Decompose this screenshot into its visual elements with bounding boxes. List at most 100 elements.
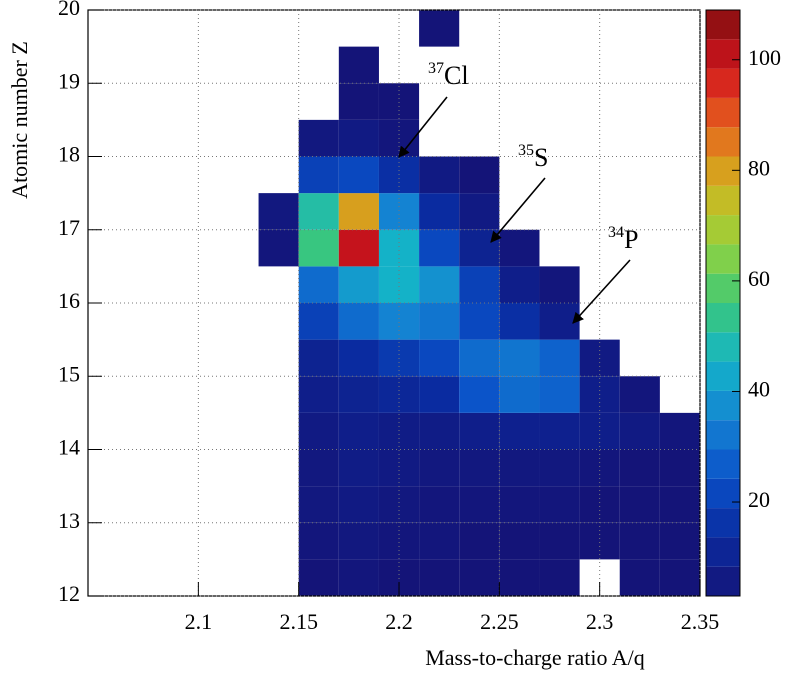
x-tick-label: 2.1 — [185, 609, 213, 634]
colorbar-band — [706, 449, 740, 479]
heat-cell — [499, 303, 540, 340]
heat-cell — [298, 229, 339, 267]
heat-cell — [338, 83, 379, 120]
heat-cell — [459, 193, 500, 230]
heat-cell — [579, 449, 620, 487]
y-tick-label: 18 — [58, 142, 80, 167]
heat-cell — [298, 522, 339, 560]
colorbar-band — [706, 508, 740, 538]
heat-cell — [338, 376, 379, 413]
heat-cell — [338, 193, 379, 230]
colorbar-band — [706, 185, 740, 216]
heat-cell — [298, 412, 339, 450]
heat-cell — [539, 266, 580, 303]
y-tick-label: 19 — [58, 68, 80, 93]
heat-cell — [499, 522, 540, 560]
heat-cell — [499, 229, 540, 267]
y-axis-label: Atomic number Z — [7, 41, 32, 199]
colorbar-band — [706, 361, 740, 391]
heatmap-cells — [258, 10, 700, 596]
heat-cell — [378, 449, 420, 487]
colorbar-frame — [705, 9, 741, 597]
colorbar-tick-label: 100 — [748, 45, 781, 70]
heat-cell — [459, 339, 500, 377]
heat-cell — [419, 156, 460, 194]
y-tick-label: 16 — [58, 288, 80, 313]
colorbar-band — [706, 273, 740, 303]
y-tick-label: 13 — [58, 508, 80, 533]
heat-cell — [298, 449, 339, 487]
y-tick-label: 17 — [58, 215, 80, 240]
colorbar-tick-label: 60 — [748, 266, 770, 291]
heat-cell — [459, 303, 500, 340]
y-tick-label: 15 — [58, 361, 80, 386]
heat-cell — [378, 193, 420, 230]
annotation: 34P — [608, 224, 638, 254]
heat-cell — [619, 522, 660, 560]
x-axis-label: Mass-to-charge ratio A/q — [425, 645, 645, 670]
colorbar-band — [706, 68, 740, 98]
heat-cell — [419, 486, 460, 523]
heat-cell — [459, 156, 500, 194]
heat-cell — [419, 303, 460, 340]
heat-cell — [419, 229, 460, 267]
heat-cell — [338, 559, 379, 596]
colorbar-band — [706, 390, 740, 421]
heat-cell — [459, 376, 500, 413]
colorbar-tick-label: 80 — [748, 155, 770, 180]
heat-cell — [459, 266, 500, 303]
colorbar-band — [706, 478, 740, 509]
heat-cell — [298, 156, 339, 194]
heat-cell — [579, 522, 620, 560]
annotation: 37Cl — [428, 60, 469, 90]
heat-cell — [378, 303, 420, 340]
annotation-arrow — [398, 96, 448, 158]
colorbar-tick-label: 40 — [748, 376, 770, 401]
heat-cell — [619, 376, 660, 413]
heat-cell — [338, 266, 379, 303]
annotation-label: Cl — [444, 61, 469, 90]
heat-cell — [298, 376, 339, 413]
heat-cell — [338, 303, 379, 340]
colorbar-band — [706, 332, 740, 362]
heat-cell — [459, 412, 500, 450]
annotation-mass: 34 — [608, 224, 624, 241]
colorbar-band — [706, 420, 740, 450]
heat-cell — [338, 449, 379, 487]
heat-cell — [619, 486, 660, 523]
y-tick-label: 20 — [58, 0, 80, 20]
colorbar-band — [706, 215, 740, 245]
heat-cell — [659, 412, 700, 450]
heat-cell — [258, 229, 299, 267]
heat-cell — [338, 339, 379, 377]
heat-cell — [338, 119, 379, 157]
heat-cell — [499, 486, 540, 523]
heat-cell — [338, 412, 379, 450]
heat-cell — [459, 229, 500, 267]
heat-cell — [378, 266, 420, 303]
colorbar-band — [706, 10, 740, 40]
y-tick-label: 14 — [58, 435, 80, 460]
heat-cell — [378, 522, 420, 560]
heat-cell — [659, 522, 700, 560]
heat-cell — [539, 522, 580, 560]
heat-cell — [378, 229, 420, 267]
heat-cell — [298, 339, 339, 377]
heat-cell — [298, 193, 339, 230]
heat-cell — [298, 266, 339, 303]
heat-cell — [539, 486, 580, 523]
heat-cell — [659, 486, 700, 523]
annotation-arrow — [490, 177, 546, 243]
heat-cell — [499, 449, 540, 487]
heat-cell — [539, 449, 580, 487]
heat-cell — [419, 522, 460, 560]
heat-cell — [619, 412, 660, 450]
heat-cell — [338, 156, 379, 194]
heat-cell — [419, 10, 460, 47]
heat-cell — [338, 486, 379, 523]
heat-cell — [499, 266, 540, 303]
colorbar-band — [706, 244, 740, 274]
annotation-label: P — [624, 225, 638, 254]
colorbar-band — [706, 537, 740, 567]
colorbar-tick-label: 20 — [748, 487, 770, 512]
